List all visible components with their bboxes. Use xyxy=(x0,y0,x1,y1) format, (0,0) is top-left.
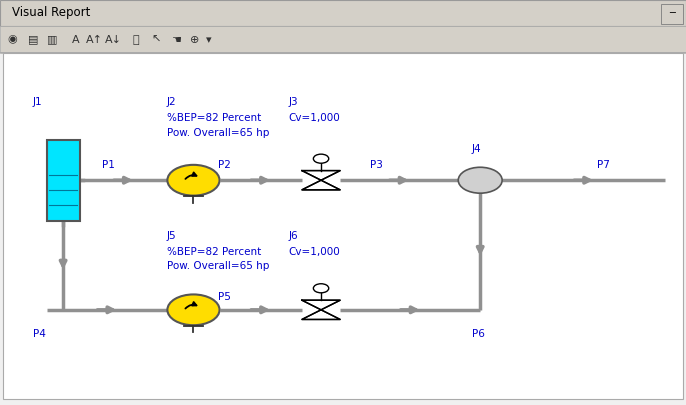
Bar xyxy=(0,52,686,53)
Bar xyxy=(0,26,686,53)
Text: ⊕: ⊕ xyxy=(190,35,200,45)
Text: P3: P3 xyxy=(370,160,383,170)
Text: Pow. Overall=65 hp: Pow. Overall=65 hp xyxy=(167,128,269,138)
Text: J2: J2 xyxy=(167,97,176,107)
Bar xyxy=(0,0,686,26)
Text: Pow. Overall=65 hp: Pow. Overall=65 hp xyxy=(167,261,269,271)
Text: Cv=1,000: Cv=1,000 xyxy=(288,113,340,124)
Bar xyxy=(3,53,683,399)
Text: ▾: ▾ xyxy=(206,35,212,45)
Text: J5: J5 xyxy=(167,231,176,241)
Circle shape xyxy=(314,284,329,293)
Text: Cv=1,000: Cv=1,000 xyxy=(288,247,340,257)
Polygon shape xyxy=(302,300,340,320)
Text: ◉: ◉ xyxy=(8,35,17,45)
Text: J6: J6 xyxy=(288,231,298,241)
Circle shape xyxy=(167,165,220,196)
Bar xyxy=(661,4,683,24)
Text: ☚: ☚ xyxy=(171,35,180,45)
Text: P6: P6 xyxy=(472,329,485,339)
Text: J3: J3 xyxy=(288,97,298,107)
Circle shape xyxy=(167,294,220,325)
Text: P7: P7 xyxy=(597,160,610,170)
Bar xyxy=(47,140,80,221)
Text: A↑: A↑ xyxy=(86,35,103,45)
Text: ▤: ▤ xyxy=(27,35,38,45)
Text: P4: P4 xyxy=(33,329,46,339)
Text: A: A xyxy=(71,35,80,45)
Text: ⧉: ⧉ xyxy=(132,35,139,45)
Text: P5: P5 xyxy=(218,292,231,303)
Circle shape xyxy=(458,167,502,193)
Text: %BEP=82 Percent: %BEP=82 Percent xyxy=(167,113,261,124)
Circle shape xyxy=(314,154,329,163)
Text: ▥: ▥ xyxy=(47,35,58,45)
Text: J1: J1 xyxy=(33,97,43,107)
Text: P2: P2 xyxy=(218,160,231,170)
Text: P1: P1 xyxy=(102,160,115,170)
Polygon shape xyxy=(302,171,340,190)
Text: %BEP=82 Percent: %BEP=82 Percent xyxy=(167,247,261,257)
Text: ─: ─ xyxy=(670,8,675,18)
Text: Visual Report: Visual Report xyxy=(12,6,91,19)
Text: J4: J4 xyxy=(472,144,482,154)
Text: A↓: A↓ xyxy=(105,35,121,45)
Text: ↖: ↖ xyxy=(152,35,161,45)
